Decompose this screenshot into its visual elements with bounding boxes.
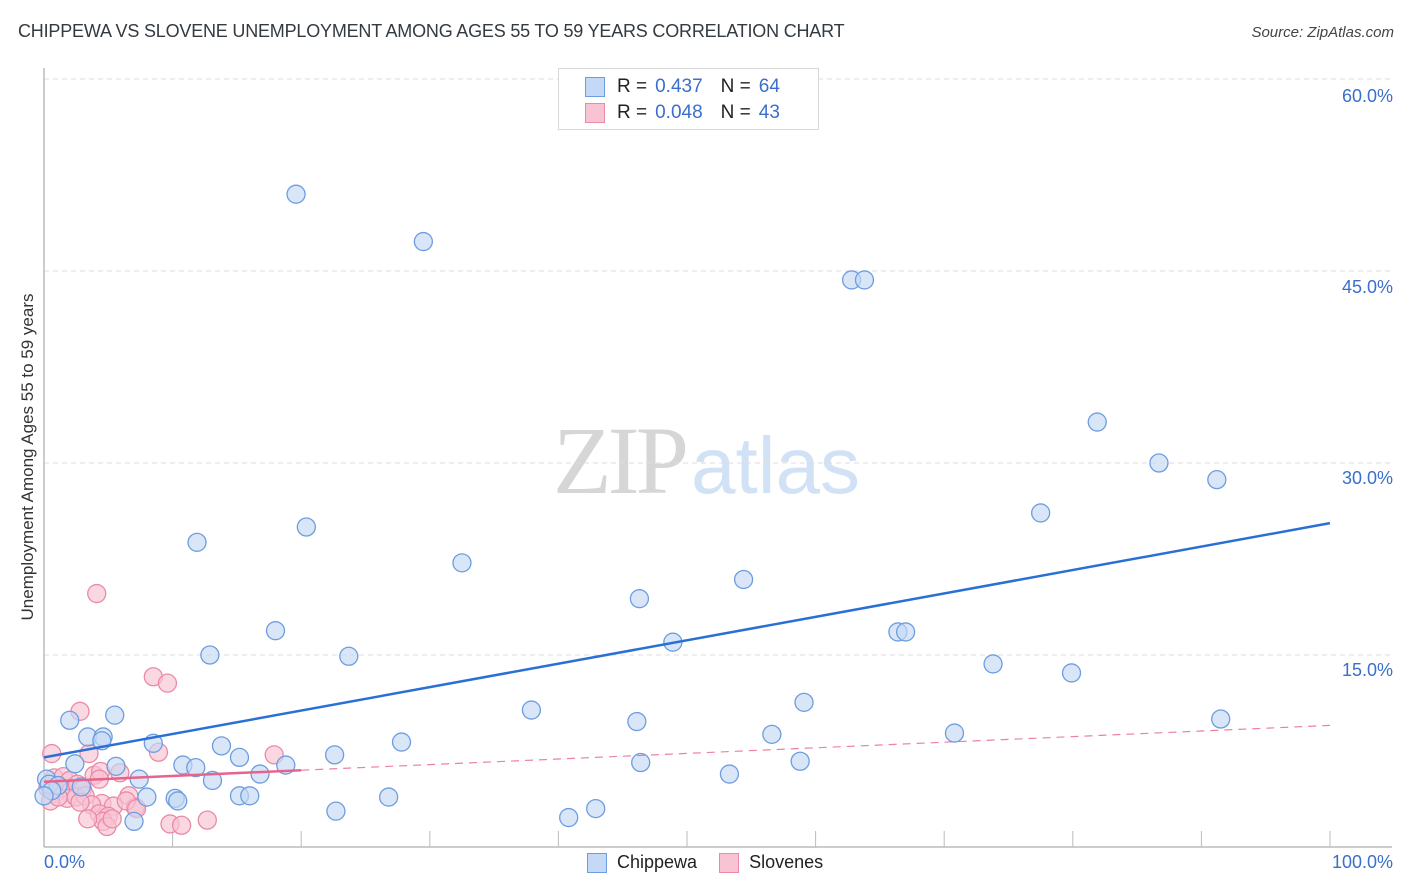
data-point[interactable]: [944, 723, 965, 743]
gridlines: [44, 78, 1392, 656]
data-point[interactable]: [895, 622, 916, 642]
data-point[interactable]: [378, 787, 399, 807]
slovenes-trend-line: [43, 768, 302, 783]
source-attribution: Source: ZipAtlas.com: [1251, 24, 1394, 41]
data-point[interactable]: [296, 517, 316, 537]
data-point[interactable]: [719, 764, 740, 784]
data-point[interactable]: [71, 777, 91, 797]
legend-label-slovenes: Slovenes: [749, 852, 824, 872]
data-point[interactable]: [102, 809, 122, 829]
y-axis-label: Unemployment Among Ages 55 to 59 years: [18, 293, 37, 621]
data-point[interactable]: [1061, 663, 1082, 683]
data-point[interactable]: [631, 752, 651, 773]
data-point[interactable]: [413, 231, 434, 252]
r-label: R =: [617, 102, 648, 123]
slovenes-trend-extension: [301, 724, 1331, 771]
data-point[interactable]: [1149, 453, 1169, 473]
data-point[interactable]: [1031, 503, 1051, 523]
legend-row-slovenes: R = 0.048 N = 43: [585, 101, 780, 125]
y-tick-30: 30.0%: [1341, 468, 1393, 488]
data-point[interactable]: [452, 553, 472, 573]
data-point[interactable]: [202, 770, 223, 791]
n-value: 64: [758, 76, 780, 97]
n-value: 43: [758, 102, 780, 123]
legend-item-slovenes[interactable]: Slovenes: [719, 852, 823, 873]
data-point[interactable]: [629, 589, 650, 609]
r-value: 0.048: [655, 102, 703, 123]
x-tick-min: 0.0%: [44, 852, 86, 872]
data-point[interactable]: [229, 747, 250, 768]
data-point[interactable]: [105, 705, 125, 725]
data-point[interactable]: [65, 754, 85, 774]
data-point[interactable]: [1207, 469, 1227, 490]
legend-item-chippewa[interactable]: Chippewa: [587, 852, 697, 873]
data-point[interactable]: [197, 810, 217, 830]
data-point[interactable]: [200, 645, 220, 665]
data-point[interactable]: [187, 532, 207, 553]
data-point[interactable]: [186, 757, 206, 778]
data-point[interactable]: [168, 791, 188, 811]
data-point[interactable]: [790, 751, 810, 771]
data-point[interactable]: [983, 654, 1003, 674]
chippewa-points: [34, 184, 1231, 832]
data-point[interactable]: [60, 710, 80, 730]
data-point[interactable]: [733, 569, 754, 590]
slovenes-swatch-icon: [585, 103, 605, 123]
data-point[interactable]: [265, 621, 286, 641]
legend-row-chippewa: R = 0.437 N = 64: [585, 75, 780, 99]
data-point[interactable]: [124, 811, 144, 832]
data-point[interactable]: [42, 743, 62, 764]
data-point[interactable]: [326, 801, 346, 821]
data-point[interactable]: [1211, 709, 1231, 729]
r-label: R =: [617, 76, 648, 97]
data-point[interactable]: [339, 646, 359, 666]
data-point[interactable]: [854, 270, 875, 290]
y-tick-15: 15.0%: [1341, 660, 1393, 680]
data-point[interactable]: [794, 692, 814, 713]
chart-title: CHIPPEWA VS SLOVENE UNEMPLOYMENT AMONG A…: [18, 21, 845, 41]
data-point[interactable]: [391, 732, 412, 752]
data-point[interactable]: [137, 787, 157, 807]
chippewa-trend-line: [43, 521, 1331, 759]
data-point[interactable]: [157, 673, 178, 693]
data-point[interactable]: [106, 756, 126, 777]
data-point[interactable]: [324, 745, 345, 765]
data-point[interactable]: [250, 764, 270, 784]
data-point[interactable]: [627, 711, 647, 732]
legend-label-chippewa: Chippewa: [617, 852, 698, 872]
data-point[interactable]: [586, 798, 606, 819]
axes: [43, 68, 1392, 848]
y-tick-45: 45.0%: [1341, 277, 1393, 297]
x-tick-max: 100.0%: [1331, 852, 1393, 872]
data-point[interactable]: [211, 736, 232, 756]
series-legend: Chippewa Slovenes: [587, 852, 845, 873]
chippewa-swatch-icon: [585, 77, 605, 97]
chippewa-swatch-icon: [587, 852, 607, 873]
data-point[interactable]: [1087, 412, 1107, 432]
data-point[interactable]: [521, 700, 542, 720]
data-point[interactable]: [286, 184, 306, 204]
data-point[interactable]: [87, 583, 107, 604]
slovenes-swatch-icon: [719, 852, 740, 873]
data-point[interactable]: [762, 724, 782, 745]
data-point[interactable]: [34, 786, 54, 806]
trend-lines: [43, 521, 1331, 783]
n-label: N =: [720, 102, 751, 123]
data-point[interactable]: [129, 769, 149, 789]
n-label: N =: [720, 76, 751, 97]
data-point[interactable]: [559, 807, 579, 828]
correlation-legend: R = 0.437 N = 64 R = 0.048 N = 43: [558, 68, 819, 130]
data-point[interactable]: [78, 809, 98, 829]
slovenes-points: [38, 583, 284, 837]
data-point[interactable]: [240, 786, 260, 806]
r-value: 0.437: [655, 76, 703, 97]
data-point[interactable]: [171, 815, 192, 835]
y-tick-60: 60.0%: [1341, 86, 1393, 106]
